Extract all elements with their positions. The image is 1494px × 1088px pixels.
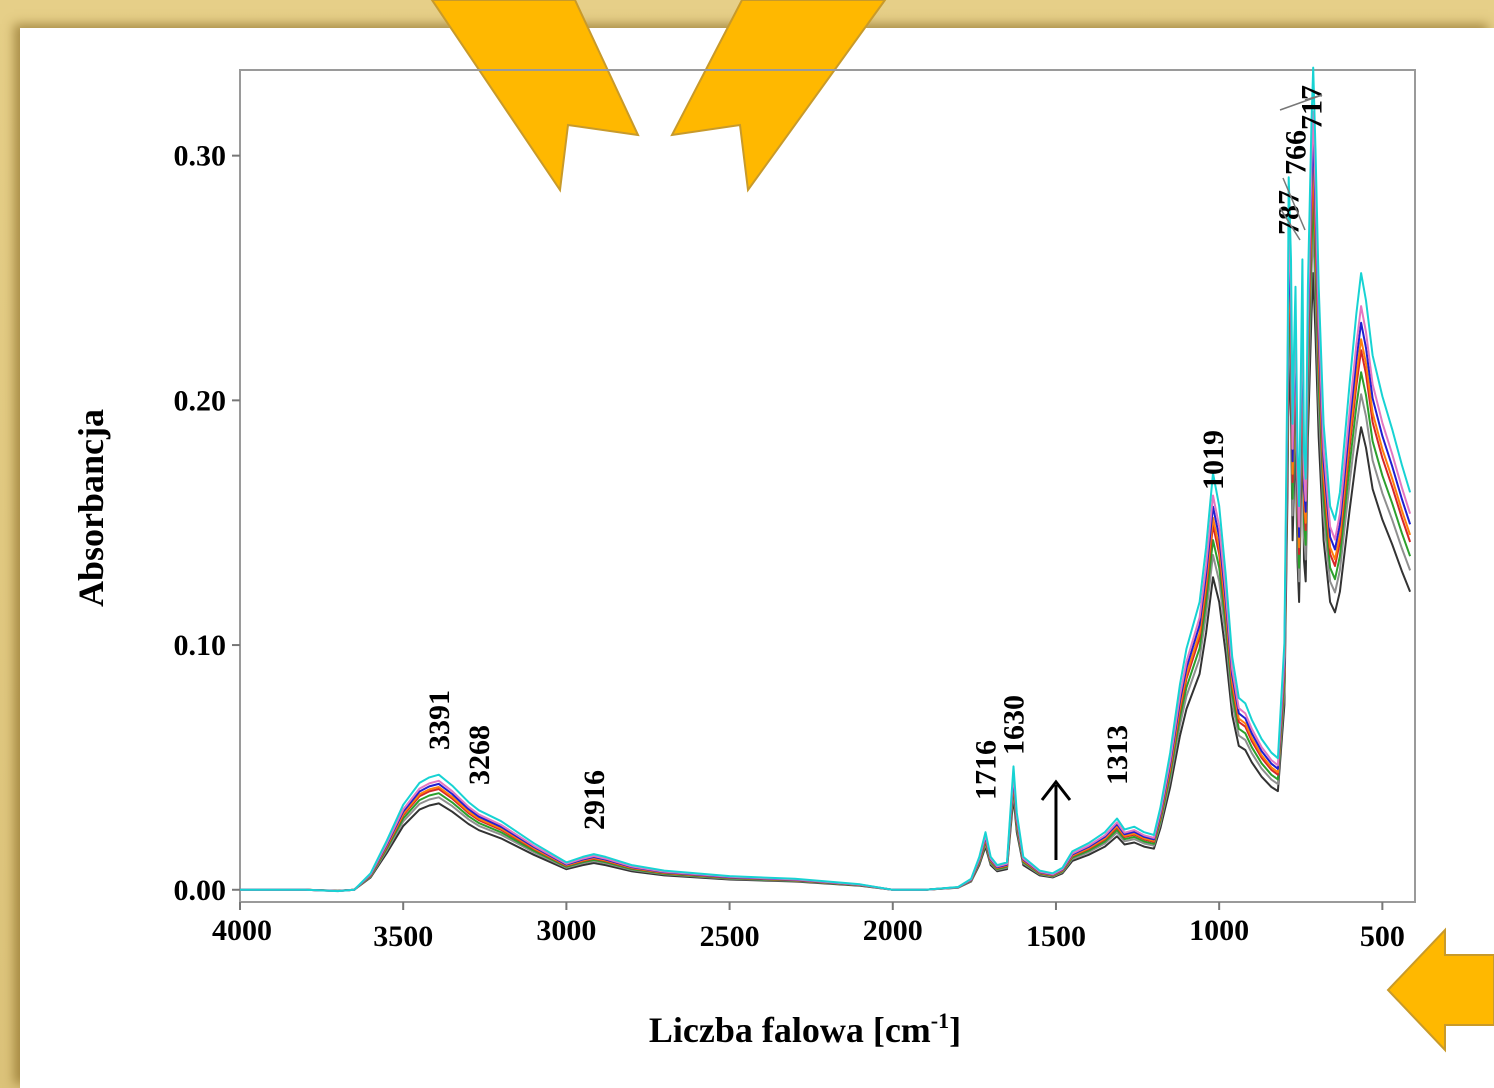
x-axis-ticks: 4000 3500 3000 2500 2000 1500 1000 500 [212,902,1405,953]
y-tick-label: 0.00 [174,874,227,907]
x-tick-label: 3500 [373,920,433,953]
y-tick-label: 0.30 [174,140,227,173]
x-tick-label: 2500 [700,920,760,953]
left-down-arrow-icon [430,0,640,193]
peak-label: 1630 [998,695,1031,755]
left-pointing-arrow-icon [1386,927,1494,1053]
spectrum-series-7 [240,110,1412,893]
peak-label: 2916 [578,770,611,830]
annotations [1040,94,1323,860]
x-axis-title-end: ] [949,1010,961,1050]
y-axis-ticks: 0.00 0.10 0.20 0.30 [174,140,240,907]
x-tick-label: 3000 [536,914,596,947]
chart-panel [20,28,1494,1088]
spectrum-series-6 [240,132,1412,892]
peak-label: 1019 [1197,430,1230,490]
peak-label: 1716 [970,740,1003,800]
x-axis-title-main: Liczba falowa [cm [649,1010,931,1050]
x-tick-label: 1500 [1026,920,1086,953]
leader-line-766 [1282,177,1306,231]
y-tick-label: 0.10 [174,629,227,662]
peak-label: 717 [1296,85,1329,130]
leader-line-717b [1304,94,1323,101]
spectrum-series-4 [240,169,1412,892]
spectrum-series-2 [240,228,1412,892]
x-tick-label: 2000 [863,914,923,947]
decorative-arrows [430,0,1494,1053]
x-tick-label: 4000 [212,914,272,947]
increase-arrowhead-icon [1040,779,1072,801]
y-tick-label: 0.20 [174,384,227,417]
peak-label: 3268 [463,725,496,785]
x-axis-title: Liczba falowa [cm-1] [649,1008,961,1050]
x-tick-label: 1000 [1189,914,1249,947]
x-axis-title-sup: -1 [931,1008,949,1033]
plot-area-frame [239,69,1416,903]
x-tick-label: 500 [1360,920,1405,953]
spectrum-series-5 [240,154,1412,892]
peak-label: 3391 [423,690,456,750]
right-down-arrow-icon [670,0,887,193]
peak-label: 1313 [1101,725,1134,785]
y-axis-title: Absorbancja [71,409,111,607]
peak-label: 787 [1273,190,1306,235]
spectrum-series-8 [240,66,1412,893]
leader-line-787 [1279,207,1301,241]
peak-label: 766 [1280,130,1313,175]
spectrum-series-1 [240,272,1412,892]
spectrum-series-group [240,66,1412,893]
